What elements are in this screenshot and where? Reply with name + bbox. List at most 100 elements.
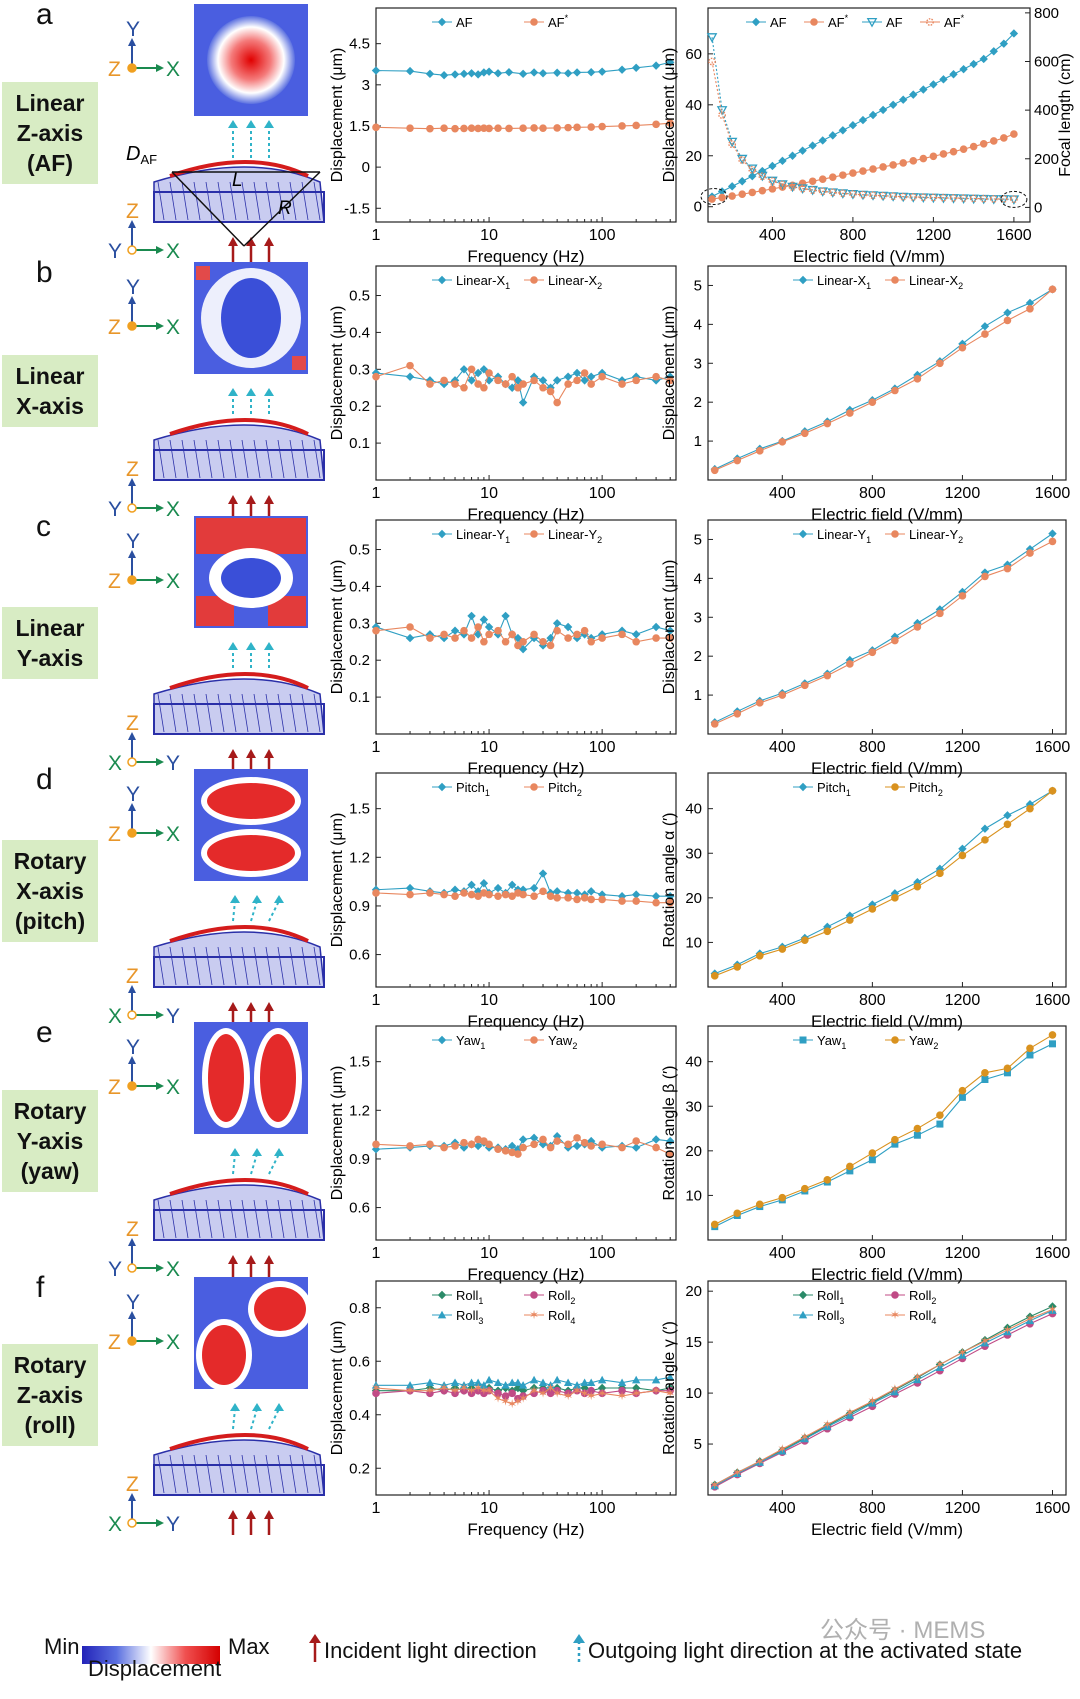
data-point xyxy=(891,636,899,645)
data-point xyxy=(371,66,381,75)
mode-label-line: Y-axis xyxy=(16,645,84,671)
data-point xyxy=(564,123,572,132)
legend-label: AF* xyxy=(548,13,569,30)
y-tick-label: 10 xyxy=(685,934,702,951)
mode-label-line: (yaw) xyxy=(20,1158,80,1184)
data-point xyxy=(586,68,596,77)
mesh-line xyxy=(277,1454,285,1494)
axis-label: Y xyxy=(126,18,140,41)
x-tick-label: 1600 xyxy=(1035,485,1071,502)
data-point xyxy=(738,190,747,199)
data-point xyxy=(778,180,787,189)
mesh-line xyxy=(205,693,213,733)
data-point xyxy=(755,447,764,455)
data-point xyxy=(652,898,660,907)
data-point xyxy=(889,192,898,201)
x-tick-label: 100 xyxy=(589,1500,616,1517)
data-point xyxy=(426,124,434,133)
series-line xyxy=(714,790,1053,977)
data-point xyxy=(652,634,660,642)
mesh-surface xyxy=(169,1178,309,1196)
data-point xyxy=(539,887,547,896)
data-point xyxy=(572,1141,582,1151)
legend-label: Linear-Y2 xyxy=(548,527,602,545)
data-point: ✶ xyxy=(405,1384,415,1398)
data-point xyxy=(485,1140,493,1149)
mesh-line xyxy=(181,1199,189,1239)
mesh-line xyxy=(241,1454,249,1494)
data-point xyxy=(651,622,661,632)
data-point xyxy=(631,63,641,73)
data-point xyxy=(539,1135,547,1144)
data-point xyxy=(406,890,414,899)
dimension-label-l: L xyxy=(232,170,243,191)
data-point xyxy=(808,141,817,150)
legend-label: Linear-Y2 xyxy=(909,527,963,545)
data-point: ✶ xyxy=(845,1405,855,1419)
data-point xyxy=(958,1351,967,1359)
data-point xyxy=(597,67,607,76)
data-point xyxy=(598,1140,606,1149)
mesh-line xyxy=(313,181,321,221)
legend-label: AF xyxy=(456,15,473,30)
data-point xyxy=(891,894,899,902)
incident-arrow-icon xyxy=(309,1634,321,1662)
data-point xyxy=(563,372,573,381)
data-point xyxy=(913,375,922,383)
legend-marker xyxy=(437,529,447,539)
data-point xyxy=(460,889,468,897)
y-tick-label: 0.1 xyxy=(349,689,370,706)
data-point: ✶ xyxy=(552,1386,562,1400)
legend-marker xyxy=(437,1035,447,1045)
data-point xyxy=(710,972,719,980)
legend-marker xyxy=(798,529,808,539)
mode-label-line: Linear xyxy=(15,363,85,389)
data-point xyxy=(666,119,675,128)
data-point xyxy=(846,409,854,417)
series-line xyxy=(714,1309,1053,1486)
mesh-body xyxy=(153,931,325,988)
data-point xyxy=(467,124,476,132)
data-point xyxy=(519,637,527,646)
data-point: ✶ xyxy=(651,1384,661,1398)
mesh-line xyxy=(313,1199,321,1239)
data-point xyxy=(958,1093,966,1101)
mesh-body xyxy=(153,678,325,735)
data-point xyxy=(617,1378,627,1387)
data-point xyxy=(553,626,561,635)
axis-origin xyxy=(127,63,137,73)
data-point xyxy=(372,372,380,381)
data-point: ✶ xyxy=(513,1394,523,1408)
mesh-line xyxy=(277,946,285,986)
y-tick-label: 60 xyxy=(685,46,702,63)
data-point xyxy=(778,438,787,446)
legend-marker xyxy=(810,18,818,26)
data-point xyxy=(913,878,922,887)
legend-marker xyxy=(751,17,761,27)
axis-label: Z xyxy=(108,58,121,81)
mesh-line xyxy=(181,946,189,986)
y-tick-label: 0.6 xyxy=(349,1200,370,1217)
data-point xyxy=(939,150,948,158)
legend-marker xyxy=(437,1290,447,1300)
outgoing-arrowhead xyxy=(252,895,262,903)
chart-f-field: 400 800 1200 1600 5 10 15 20 Electric field (V/m… xyxy=(661,1280,1070,1539)
x-tick-label: 1200 xyxy=(945,1245,981,1262)
data-point xyxy=(1009,29,1019,38)
data-point xyxy=(801,936,809,944)
axis-origin xyxy=(127,1010,137,1020)
data-point xyxy=(969,59,978,69)
data-point xyxy=(564,634,572,642)
data-point xyxy=(580,626,589,635)
x-tick-label: 400 xyxy=(769,485,796,502)
incident-arrowhead xyxy=(246,237,256,246)
data-point xyxy=(484,67,494,76)
y2-tick-label: 600 xyxy=(1034,54,1059,71)
data-point xyxy=(848,190,857,198)
y2-tick-label: 0 xyxy=(1034,199,1042,216)
x-axis-label: Electric field (V/mm) xyxy=(811,505,963,524)
data-point xyxy=(467,890,476,899)
legend-marker xyxy=(530,1291,538,1299)
data-point xyxy=(530,892,538,901)
